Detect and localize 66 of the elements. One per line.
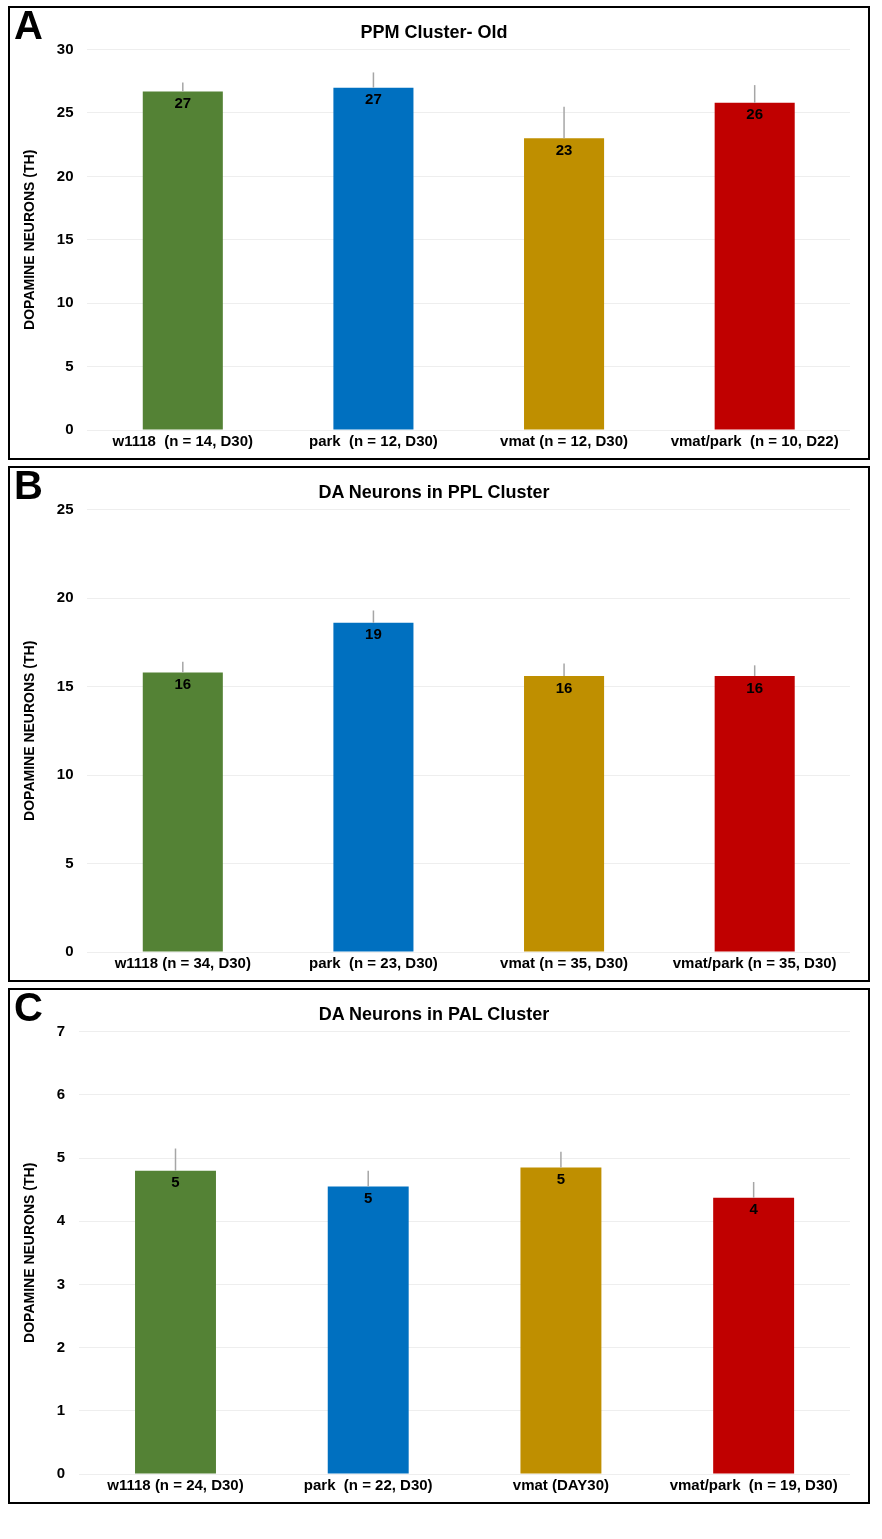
data-label: 4: [749, 1200, 759, 1218]
data-label: 5: [364, 1189, 373, 1207]
chart-title: DA Neurons in PPL Cluster: [318, 481, 550, 502]
y-tick-label: 5: [65, 356, 74, 374]
y-tick-label: 3: [56, 1274, 66, 1292]
y-tick-label: 25: [56, 103, 74, 121]
data-label: 5: [556, 1170, 566, 1188]
text: A: [14, 3, 43, 48]
chart-title: PPM Cluster- Old: [360, 21, 508, 42]
y-axis-title: DOPAMINE NEURONS (TH): [21, 149, 38, 330]
text: B: [14, 463, 43, 508]
y-tick-label: 6: [56, 1084, 66, 1102]
y-tick-label: 10: [56, 765, 74, 783]
y-tick-label: 5: [56, 1148, 66, 1166]
x-tick-label: w1118 (n = 14, D30): [111, 432, 254, 450]
x-tick-label: vmat/park (n = 10, D22): [670, 432, 839, 450]
data-label: 5: [171, 1173, 180, 1191]
y-tick-label: 15: [56, 229, 74, 247]
y-tick-label: 10: [56, 293, 74, 311]
y-tick-label: 20: [56, 166, 74, 184]
y-axis-title: DOPAMINE NEURONS (TH): [21, 1162, 38, 1343]
x-tick-label: w1118 (n = 24, D30): [106, 1476, 244, 1494]
data-label: 26: [746, 105, 764, 123]
y-tick-label: 0: [65, 420, 74, 438]
x-tick-label: park (n = 12, D30): [309, 432, 438, 450]
data-label: 23: [555, 141, 573, 158]
data-label: 16: [555, 678, 573, 696]
bar: [142, 672, 223, 952]
chart-title: DA Neurons in PAL Cluster: [318, 1003, 550, 1024]
x-tick-label: park (n = 23, D30): [309, 954, 438, 972]
bar: [520, 1167, 602, 1474]
y-tick-label: 1: [56, 1400, 66, 1418]
data-label: 19: [365, 625, 382, 643]
bar: [713, 1197, 795, 1474]
x-tick-label: vmat/park (n = 19, D30): [669, 1476, 838, 1494]
data-label: 27: [365, 90, 382, 108]
y-tick-label: 0: [65, 942, 74, 960]
bar: [524, 675, 605, 952]
y-tick-label: 2: [56, 1337, 66, 1355]
y-tick-label: 0: [56, 1464, 66, 1482]
x-tick-label: w1118 (n = 34, D30): [113, 954, 251, 972]
data-label: 27: [174, 94, 192, 112]
x-tick-label: vmat (n = 35, D30): [500, 954, 629, 972]
x-tick-label: vmat (n = 12, D30): [500, 432, 629, 450]
x-tick-label: park (n = 22, D30): [303, 1476, 433, 1494]
x-tick-label: vmat/park (n = 35, D30): [672, 954, 837, 972]
y-tick-label: 15: [56, 676, 74, 694]
text: C: [14, 985, 43, 1030]
data-label: 16: [174, 675, 192, 693]
x-tick-label: vmat (DAY30): [512, 1476, 610, 1494]
bar: [333, 87, 414, 430]
bar: [135, 1170, 216, 1474]
bar: [524, 138, 605, 430]
bar: [714, 675, 795, 952]
y-axis-title: DOPAMINE NEURONS (TH): [21, 640, 38, 821]
y-tick-label: 25: [56, 499, 74, 517]
y-tick-label: 20: [56, 588, 74, 606]
y-tick-label: 5: [65, 853, 74, 871]
bar: [714, 102, 795, 430]
bar: [333, 622, 414, 952]
bar: [142, 91, 223, 430]
data-label: 16: [746, 678, 764, 696]
y-tick-label: 30: [56, 39, 74, 57]
bar: [327, 1186, 409, 1474]
y-tick-label: 7: [56, 1021, 66, 1039]
y-tick-label: 4: [56, 1211, 66, 1229]
